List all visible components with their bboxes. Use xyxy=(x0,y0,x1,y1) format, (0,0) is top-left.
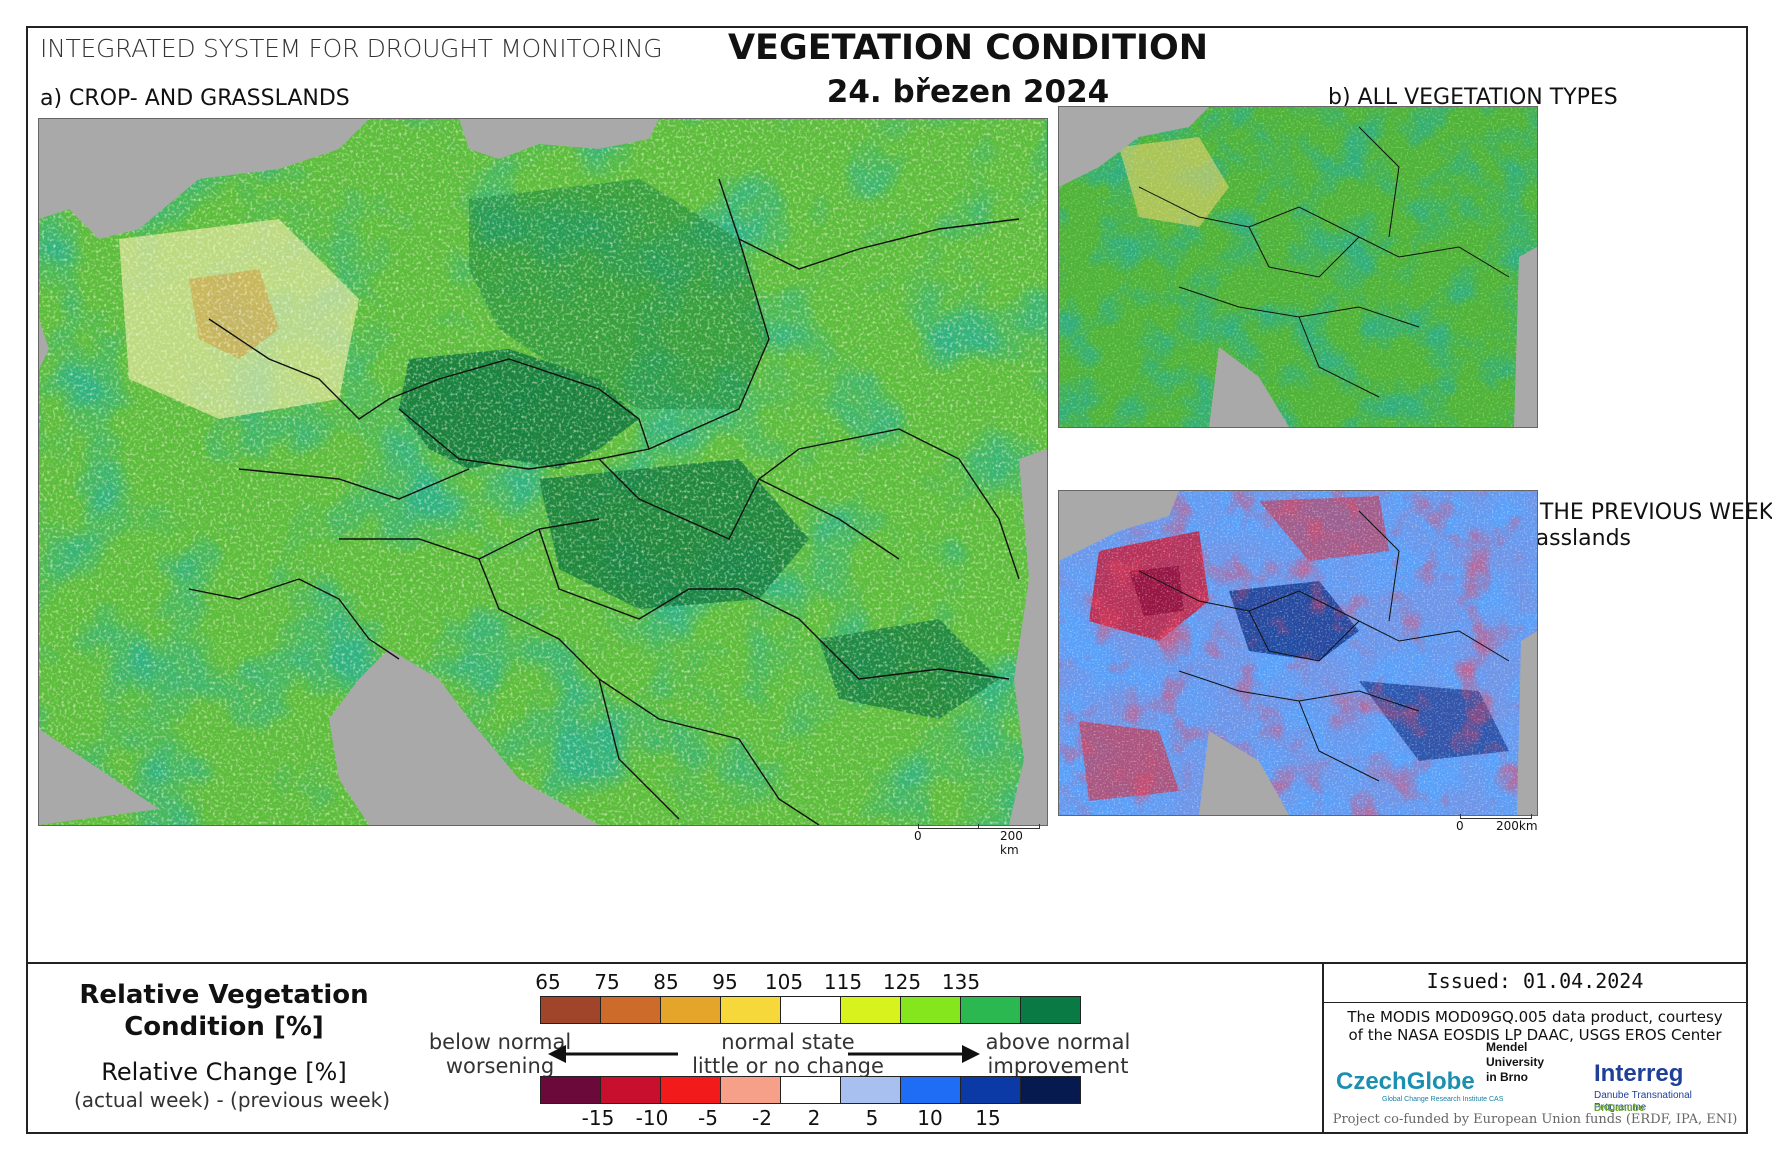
change-tick: 2 xyxy=(807,1106,821,1130)
map-weekly-change xyxy=(1058,490,1538,816)
map-crop-grasslands xyxy=(38,118,1048,826)
panel-b-label: b) ALL VEGETATION TYPES xyxy=(1328,85,1618,110)
change-ticks: -15 -10 -5 -2 2 5 10 15 xyxy=(488,1106,1024,1130)
direction-arrows xyxy=(548,1045,980,1063)
interreg-logo: Interreg xyxy=(1594,1060,1684,1087)
czechglobe-logo-sub: Global Change Research Institute CAS xyxy=(1382,1096,1504,1103)
condition-tick: 75 xyxy=(594,970,620,994)
change-tick: 15 xyxy=(975,1106,1001,1130)
condition-color-swatch xyxy=(961,997,1021,1023)
label-below-normal: below normal worsening xyxy=(428,1030,572,1078)
condition-tick: 135 xyxy=(941,970,981,994)
change-tick: 10 xyxy=(917,1106,943,1130)
condition-tick: 125 xyxy=(882,970,922,994)
change-color-swatch xyxy=(661,1077,721,1103)
change-color-swatch xyxy=(601,1077,661,1103)
change-color-swatch xyxy=(841,1077,901,1103)
condition-colorbar xyxy=(540,996,1081,1024)
condition-color-swatch xyxy=(781,997,841,1023)
system-name: INTEGRATED SYSTEM FOR DROUGHT MONITORING xyxy=(40,34,663,63)
change-tick: -15 xyxy=(581,1106,615,1130)
condition-tick: 85 xyxy=(653,970,679,994)
condition-tick: 115 xyxy=(823,970,863,994)
legend-change-subtitle: (actual week) - (previous week) xyxy=(74,1088,391,1112)
interreg-logo-sub: Danube Transnational Programme xyxy=(1594,1090,1692,1113)
condition-tick: 65 xyxy=(535,970,561,994)
scalebar-a: 0 200 km xyxy=(914,824,1044,857)
legend-title-line2: Condition [%] xyxy=(124,1012,324,1042)
scalebar-c-end: 200km xyxy=(1496,819,1538,833)
legend-area xyxy=(28,962,1746,1134)
issued-date: Issued: 01.04.2024 xyxy=(1324,962,1746,1003)
czechglobe-logo: CzechGlobe xyxy=(1336,1068,1475,1095)
condition-color-swatch xyxy=(541,997,601,1023)
legend-change-title: Relative Change [%] xyxy=(101,1058,347,1086)
condition-color-swatch xyxy=(841,997,901,1023)
label-normal-state: normal state little or no change xyxy=(692,1030,884,1078)
change-color-swatch xyxy=(961,1077,1021,1103)
change-colorbar xyxy=(540,1076,1081,1104)
change-tick: 5 xyxy=(865,1106,879,1130)
change-color-swatch xyxy=(1021,1077,1080,1103)
data-credit: The MODIS MOD09GQ.005 data product, cour… xyxy=(1347,1008,1723,1044)
scalebar-c: 0 200km xyxy=(1456,814,1540,834)
condition-color-swatch xyxy=(1021,997,1080,1023)
condition-color-swatch xyxy=(601,997,661,1023)
legend-divider xyxy=(1322,962,1324,1132)
issue-date-title: 24. březen 2024 xyxy=(826,74,1110,110)
change-tick: -2 xyxy=(752,1106,772,1130)
change-color-swatch xyxy=(721,1077,781,1103)
change-tick: -10 xyxy=(635,1106,669,1130)
condition-tick: 105 xyxy=(764,970,804,994)
change-color-swatch xyxy=(901,1077,961,1103)
condition-ticks: 65 75 85 95 105 115 125 135 xyxy=(488,970,1024,994)
condition-tick: 95 xyxy=(712,970,738,994)
figure-frame: INTEGRATED SYSTEM FOR DROUGHT MONITORING… xyxy=(26,26,1772,1134)
panel-a-label: a) CROP- AND GRASSLANDS xyxy=(40,86,350,111)
dridanube-logo: DriDanube xyxy=(1594,1103,1645,1114)
mendel-university-logo: Mendel University in Brno xyxy=(1486,1040,1545,1084)
condition-color-swatch xyxy=(661,997,721,1023)
scalebar-c-start: 0 xyxy=(1456,819,1464,833)
funding-note: Project co-funded by European Union fund… xyxy=(1332,1112,1738,1127)
condition-color-swatch xyxy=(901,997,961,1023)
change-tick: -5 xyxy=(698,1106,718,1130)
scalebar-a-start: 0 xyxy=(914,829,922,843)
map-all-vegetation xyxy=(1058,106,1538,428)
scalebar-a-end: 200 km xyxy=(1000,829,1023,857)
label-above-normal: above normal improvement xyxy=(985,1030,1131,1078)
change-color-swatch xyxy=(541,1077,601,1103)
page-title: VEGETATION CONDITION xyxy=(727,28,1209,68)
condition-color-swatch xyxy=(721,997,781,1023)
change-color-swatch xyxy=(781,1077,841,1103)
legend-title-line1: Relative Vegetation xyxy=(79,980,369,1010)
